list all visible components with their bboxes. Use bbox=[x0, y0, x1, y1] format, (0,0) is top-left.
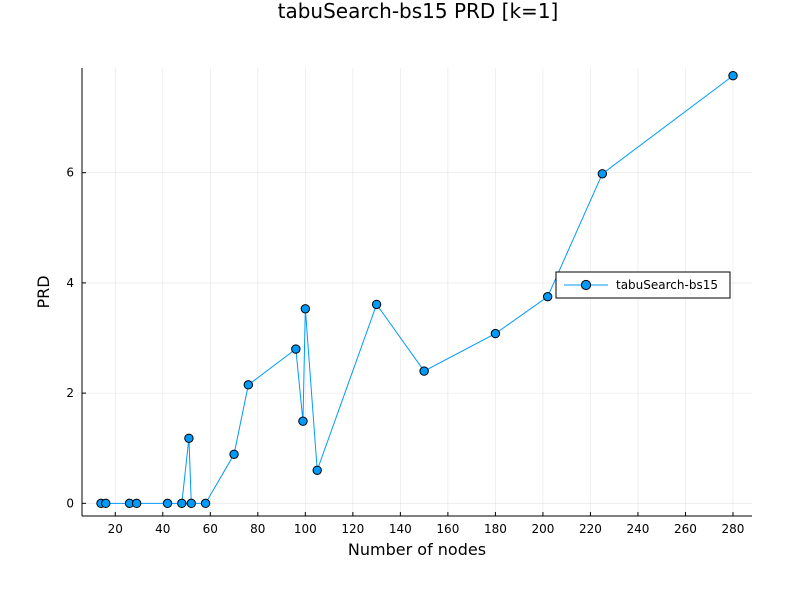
data-point bbox=[371, 299, 382, 310]
data-point bbox=[177, 498, 187, 509]
data-point bbox=[243, 380, 254, 390]
data-point bbox=[312, 465, 322, 475]
y-tick-label: 0 bbox=[66, 496, 74, 510]
x-tick-label: 140 bbox=[389, 522, 412, 536]
legend-marker bbox=[580, 279, 592, 291]
data-point bbox=[291, 344, 301, 354]
series bbox=[96, 71, 738, 509]
x-tick-label: 80 bbox=[250, 522, 265, 536]
data-point bbox=[542, 291, 553, 302]
data-point bbox=[300, 304, 311, 314]
data-point bbox=[298, 416, 308, 426]
y-axis-label: PRD bbox=[34, 275, 53, 308]
data-point bbox=[200, 498, 211, 509]
x-tick-label: 40 bbox=[155, 522, 170, 536]
x-tick-label: 180 bbox=[484, 522, 507, 536]
x-tick-label: 240 bbox=[627, 522, 650, 536]
y-tick-label: 4 bbox=[66, 276, 74, 290]
y-tick-label: 2 bbox=[66, 386, 74, 400]
data-point bbox=[229, 449, 239, 459]
x-tick-label: 60 bbox=[203, 522, 218, 536]
axes bbox=[81, 68, 752, 517]
x-tick-label: 220 bbox=[579, 522, 602, 536]
x-tick-label: 260 bbox=[674, 522, 697, 536]
y-ticks: 0 2 4 6 bbox=[66, 166, 86, 510]
x-tick-label: 280 bbox=[722, 522, 745, 536]
chart-title: tabuSearch-bs15 PRD [k=1] bbox=[278, 0, 559, 23]
data-point bbox=[101, 498, 111, 509]
x-tick-label: 100 bbox=[294, 522, 317, 536]
x-axis-label: Number of nodes bbox=[348, 540, 486, 559]
legend: tabuSearch-bs15 bbox=[555, 271, 731, 299]
data-point bbox=[186, 498, 196, 509]
x-tick-label: 200 bbox=[531, 522, 554, 536]
data-point bbox=[162, 498, 173, 509]
x-tick-label: 160 bbox=[436, 522, 459, 536]
data-point bbox=[184, 433, 194, 444]
x-ticks: 20 40 60 80 100 120 140 160 180 200 220 240 260 280 bbox=[108, 512, 745, 536]
data-point bbox=[728, 71, 738, 81]
x-tick-label: 120 bbox=[341, 522, 364, 536]
y-tick-label: 6 bbox=[66, 166, 74, 180]
data-point bbox=[597, 169, 608, 179]
data-point bbox=[490, 328, 501, 339]
data-point bbox=[419, 366, 429, 376]
legend-label: tabuSearch-bs15 bbox=[616, 278, 718, 292]
x-tick-label: 20 bbox=[108, 522, 123, 536]
data-point bbox=[131, 498, 142, 509]
